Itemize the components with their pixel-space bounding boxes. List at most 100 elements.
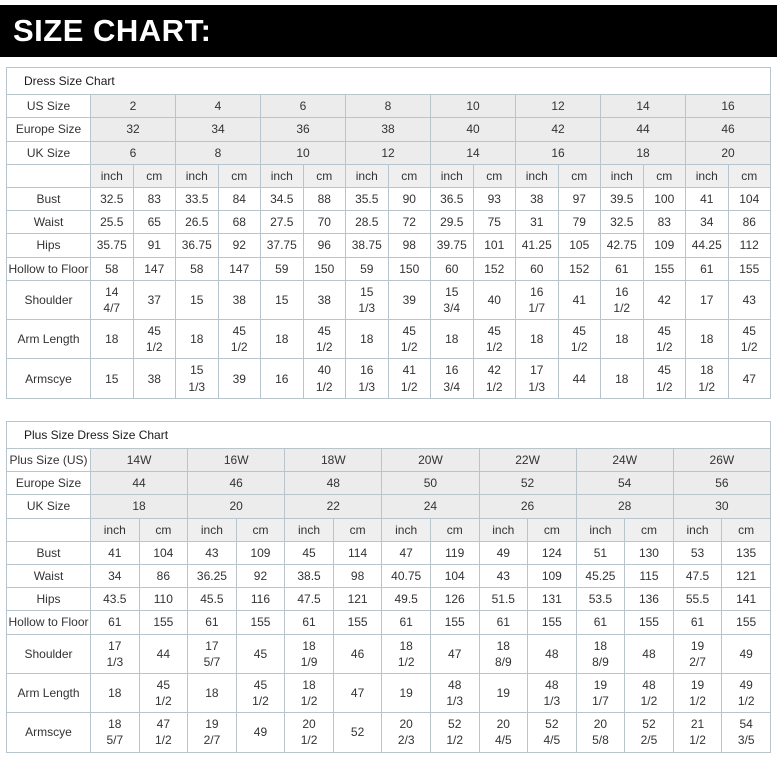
measurement-value: 45 1/2: [138, 672, 189, 714]
measurement-value: 124: [527, 540, 577, 565]
table-title: Plus Size Dress Size Chart: [6, 420, 771, 450]
measurement-value: 18 5/7: [90, 712, 140, 753]
measurement-value: 15 1/3: [175, 358, 219, 399]
measurement-value: 38.75: [345, 233, 389, 258]
measurement-value: 43.5: [90, 587, 140, 612]
tables-container: Dress Size Chart US Size 2 4 6 8 10 12 14 16 Europ…: [0, 66, 777, 753]
unit-label: cm: [387, 163, 431, 188]
size-value: 44: [600, 117, 686, 142]
measurement-value: 75: [472, 210, 516, 235]
measurement-value: 97: [557, 186, 601, 212]
size-value: 14: [600, 94, 686, 119]
size-value: 18W: [284, 447, 383, 473]
row-label: Europe Size: [6, 471, 91, 496]
measurement-value: 26.5: [175, 210, 219, 235]
size-value: 20W: [381, 447, 480, 473]
measurement-value: 59: [345, 256, 389, 281]
size-value: 22W: [478, 447, 577, 473]
unit-label: cm: [721, 517, 771, 542]
unit-row: inch cm inch cm inch cm inch cm inch cm inch cm inch…: [6, 517, 771, 542]
measurement-value: 130: [624, 540, 674, 565]
measurement-value: 45 1/2: [557, 319, 601, 360]
size-value: 20: [685, 140, 771, 165]
measurement-value: 135: [721, 540, 771, 565]
unit-label: inch: [575, 517, 626, 542]
measurement-value: 16 1/7: [515, 279, 559, 321]
measurement-value: 49.5: [381, 587, 431, 612]
measurement-value: 104: [727, 186, 771, 212]
size-value: 46: [685, 117, 771, 142]
measurement-value: 152: [472, 256, 516, 281]
measurement-value: 41: [557, 279, 601, 321]
size-value: 24: [381, 494, 480, 519]
unit-label: cm: [217, 163, 261, 188]
row-label: Plus Size (US): [6, 447, 91, 473]
measurement-value: 16 1/2: [600, 279, 644, 321]
measurement-value: 47.5: [672, 563, 723, 589]
measurement-value: 18: [345, 319, 389, 360]
table-title-row: Dress Size Chart: [6, 66, 771, 96]
size-value: 32: [90, 117, 176, 142]
size-value: 10: [430, 94, 516, 119]
measurement-value: 112: [727, 233, 771, 258]
size-value: 8: [345, 94, 431, 119]
measurement-value: 18: [600, 319, 644, 360]
measure-row: Armscye 15 38 15 1/3 39 16 40 1/2 16 1/3 41 1/2 16 3/4…: [6, 358, 771, 399]
measurement-value: 19 1/7: [575, 672, 626, 714]
banner: SIZE CHART:: [0, 5, 777, 57]
measurement-value: 15 3/4: [430, 279, 474, 321]
unit-label: inch: [515, 163, 559, 188]
measurement-value: 52 1/2: [429, 712, 480, 753]
measurement-value: 42: [642, 279, 686, 321]
size-value: 34: [175, 117, 261, 142]
measurement-value: 101: [472, 233, 516, 258]
table-title: Dress Size Chart: [6, 66, 771, 96]
size-value: 18: [600, 140, 686, 165]
measure-row: Shoulder 14 4/7 37 15 38 15 38 15 1/3 39 15 3/4 40 16 1…: [6, 279, 771, 321]
measurement-value: 147: [217, 256, 261, 281]
measurement-value: 38: [515, 186, 559, 212]
unit-label: cm: [727, 163, 771, 188]
measurement-value: 45 1/2: [132, 319, 176, 360]
unit-label: inch: [685, 163, 729, 188]
measurement-value: 18: [187, 672, 237, 714]
measure-row: Hollow to Floor 58 147 58 147 59 150 59 150 60 152…: [6, 256, 771, 281]
measurement-value: 109: [642, 233, 686, 258]
measurement-value: 43: [727, 279, 771, 321]
measurement-value: 17 1/3: [90, 633, 140, 674]
measurement-value: 100: [642, 186, 686, 212]
unit-label: inch: [381, 517, 431, 542]
measurement-value: 36.5: [430, 186, 474, 212]
unit-label: inch: [478, 517, 529, 542]
banner-title: SIZE CHART:: [13, 13, 212, 48]
size-value: 46: [187, 471, 286, 496]
measurement-value: 114: [332, 540, 383, 565]
measurement-value: 150: [387, 256, 431, 281]
measurement-value: 44: [138, 633, 189, 674]
unit-label: cm: [132, 163, 176, 188]
measurement-value: 65: [132, 210, 176, 235]
measurement-value: 93: [472, 186, 516, 212]
measurement-value: 39: [217, 358, 261, 399]
measurement-value: 61: [575, 610, 626, 635]
measurement-value: 58: [175, 256, 219, 281]
measurement-value: 28.5: [345, 210, 389, 235]
unit-row-spacer: [6, 517, 91, 542]
measurement-value: 34: [90, 563, 140, 589]
measurement-value: 53: [672, 540, 723, 565]
measurement-value: 47: [332, 672, 383, 714]
measurement-value: 104: [429, 563, 480, 589]
measurement-value: 18: [90, 319, 134, 360]
size-value: 20: [187, 494, 286, 519]
measurement-value: 98: [387, 233, 431, 258]
measurement-value: 52: [332, 712, 383, 753]
measurement-value: 32.5: [90, 186, 134, 212]
measure-row: Bust 32.5 83 33.5 84 34.5 88 35.5 90 36.5 93 38 97 39…: [6, 186, 771, 212]
measurement-value: 41: [90, 540, 140, 565]
measurement-value: 53.5: [575, 587, 626, 612]
measurement-value: 61: [187, 610, 237, 635]
measurement-value: 31: [515, 210, 559, 235]
size-value: 26: [478, 494, 577, 519]
size-value: 36: [260, 117, 346, 142]
measurement-value: 49 1/2: [721, 672, 771, 714]
